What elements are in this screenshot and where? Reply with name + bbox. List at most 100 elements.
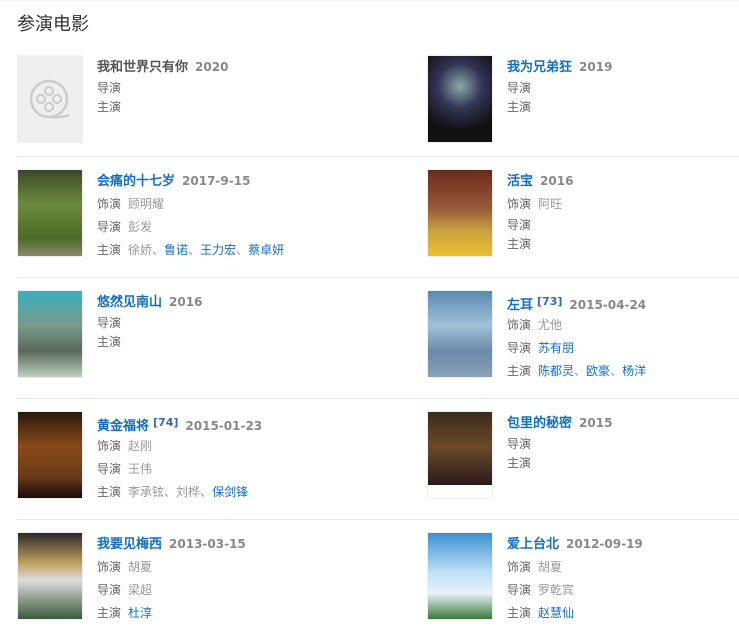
credit-line: 导演 xyxy=(507,216,573,235)
credit-line: 主演 赵慧仙 xyxy=(507,602,643,625)
person-name: 胡夏 xyxy=(128,560,153,574)
film-title-text[interactable]: 包里的秘密 xyxy=(507,416,573,431)
film-row: 悠然见南山 2016 导演 主演 左耳 [73] 2015-04-24 饰演 尤他 导演 苏有朋 主演… xyxy=(17,278,739,399)
person-name[interactable]: 鲁诺 xyxy=(164,243,189,257)
film-poster[interactable] xyxy=(17,411,83,499)
person-name: 李承铉 xyxy=(128,485,165,499)
credit-label: 主演 xyxy=(507,100,532,114)
person-name: 罗乾宾 xyxy=(538,583,575,597)
film-row: 我要见梅西 2013-03-15 饰演 胡夏 导演 梁超 主演 杜淳 爱上台北 2012-09-1… xyxy=(17,520,739,641)
credit-label: 主演 xyxy=(97,243,122,257)
filmography-list: 我和世界只有你 2020 导演 主演 我为兄弟狂 2019 导演 主演 会痛的十七岁 2017-9… xyxy=(17,43,739,641)
film-poster[interactable] xyxy=(17,290,83,378)
film-reel-icon xyxy=(29,79,70,119)
credit-line: 饰演 胡夏 xyxy=(97,556,246,579)
film-title[interactable]: 会痛的十七岁 2017-9-15 xyxy=(97,171,284,193)
film-year: 2015-01-23 xyxy=(185,419,263,433)
film-title-text[interactable]: 我要见梅西 xyxy=(97,537,163,552)
film-poster[interactable] xyxy=(17,169,83,257)
credit-line: 饰演 顾明耀 xyxy=(97,193,284,216)
credit-line: 主演 xyxy=(97,98,228,117)
film-title-text[interactable]: 悠然见南山 xyxy=(97,295,163,310)
film-title-text[interactable]: 我为兄弟狂 xyxy=(507,60,573,75)
film-year: 2015 xyxy=(579,416,613,430)
person-name[interactable]: 保剑锋 xyxy=(212,485,249,499)
person-name[interactable]: 陈都灵 xyxy=(538,364,575,378)
film-poster[interactable] xyxy=(17,532,83,620)
credit-line: 主演 xyxy=(507,98,612,117)
credit-label: 主演 xyxy=(507,364,532,378)
credit-label: 导演 xyxy=(507,583,532,597)
person-name: 阿旺 xyxy=(538,197,563,211)
film-title[interactable]: 活宝 2016 xyxy=(507,171,573,193)
person-name[interactable]: 赵慧仙 xyxy=(538,606,575,620)
name-separator: 、 xyxy=(188,243,201,257)
credit-label: 饰演 xyxy=(97,439,122,453)
credit-label: 饰演 xyxy=(507,318,532,332)
credit-label: 饰演 xyxy=(507,197,532,211)
film-title[interactable]: 黄金福将 [74] 2015-01-23 xyxy=(97,413,262,435)
person-name: 王伟 xyxy=(128,462,153,476)
film-title-text[interactable]: 活宝 xyxy=(507,174,534,189)
film-poster[interactable] xyxy=(427,169,493,257)
name-separator: 、 xyxy=(200,485,213,499)
film-title[interactable]: 我为兄弟狂 2019 xyxy=(507,57,612,79)
credit-line: 导演 罗乾宾 xyxy=(507,579,643,602)
film-poster[interactable] xyxy=(427,532,493,620)
film-placeholder-poster[interactable] xyxy=(17,55,83,143)
person-name: 顾明耀 xyxy=(128,197,165,211)
credit-label: 导演 xyxy=(97,220,122,234)
film-poster[interactable] xyxy=(427,411,493,499)
person-name[interactable]: 杨洋 xyxy=(622,364,647,378)
film-title[interactable]: 左耳 [73] 2015-04-24 xyxy=(507,292,646,314)
person-name: 胡夏 xyxy=(538,560,563,574)
film-title: 我和世界只有你 2020 xyxy=(97,57,228,79)
credit-line: 饰演 胡夏 xyxy=(507,556,643,579)
person-name: 尤他 xyxy=(538,318,563,332)
film-title[interactable]: 我要见梅西 2013-03-15 xyxy=(97,534,246,556)
film-title-text[interactable]: 爱上台北 xyxy=(507,537,560,552)
name-separator: 、 xyxy=(610,364,623,378)
credit-label: 主演 xyxy=(507,606,532,620)
credit-line: 导演 梁超 xyxy=(97,579,246,602)
film-title[interactable]: 爱上台北 2012-09-19 xyxy=(507,534,643,556)
film-title-text[interactable]: 黄金福将 xyxy=(97,419,150,434)
reference-link[interactable]: [74] xyxy=(153,416,179,429)
film-item: 活宝 2016 饰演 阿旺 导演 主演 xyxy=(427,169,739,277)
section-title: 参演电影 xyxy=(17,14,89,35)
film-year: 2017-9-15 xyxy=(182,174,251,188)
film-year: 2019 xyxy=(579,60,613,74)
credit-label: 主演 xyxy=(97,606,122,620)
reference-link[interactable]: [73] xyxy=(537,295,563,308)
name-separator: 、 xyxy=(236,243,249,257)
person-name[interactable]: 杜淳 xyxy=(128,606,153,620)
credit-line: 饰演 阿旺 xyxy=(507,193,573,216)
film-title[interactable]: 悠然见南山 2016 xyxy=(97,292,202,314)
credit-line: 主演 xyxy=(97,333,202,352)
credit-label: 饰演 xyxy=(507,560,532,574)
film-title-text[interactable]: 左耳 xyxy=(507,298,534,313)
film-poster[interactable] xyxy=(427,290,493,378)
credit-line: 主演 李承铉、刘桦、保剑锋 xyxy=(97,481,262,504)
film-year: 2012-09-19 xyxy=(566,537,643,551)
film-year: 2016 xyxy=(540,174,574,188)
person-name[interactable]: 欧豪 xyxy=(586,364,611,378)
film-title-text[interactable]: 会痛的十七岁 xyxy=(97,174,176,189)
credit-label: 主演 xyxy=(97,335,122,349)
credit-label: 饰演 xyxy=(97,560,122,574)
credit-line: 主演 徐娇、鲁诺、王力宏、蔡卓妍 xyxy=(97,239,284,262)
film-title[interactable]: 包里的秘密 2015 xyxy=(507,413,612,435)
credit-line: 导演 xyxy=(507,79,612,98)
credit-label: 主演 xyxy=(507,456,532,470)
credit-line: 导演 王伟 xyxy=(97,458,262,481)
film-year: 2015-04-24 xyxy=(569,298,647,312)
person-name[interactable]: 苏有朋 xyxy=(538,341,575,355)
credit-label: 主演 xyxy=(97,485,122,499)
name-separator: 、 xyxy=(574,364,587,378)
person-name[interactable]: 王力宏 xyxy=(200,243,237,257)
film-poster[interactable] xyxy=(427,55,493,143)
film-item: 左耳 [73] 2015-04-24 饰演 尤他 导演 苏有朋 主演 陈都灵、欧豪、杨洋 xyxy=(427,290,739,398)
film-title-text: 我和世界只有你 xyxy=(97,60,189,75)
person-name[interactable]: 蔡卓妍 xyxy=(248,243,285,257)
film-row: 我和世界只有你 2020 导演 主演 我为兄弟狂 2019 导演 主演 xyxy=(17,43,739,157)
